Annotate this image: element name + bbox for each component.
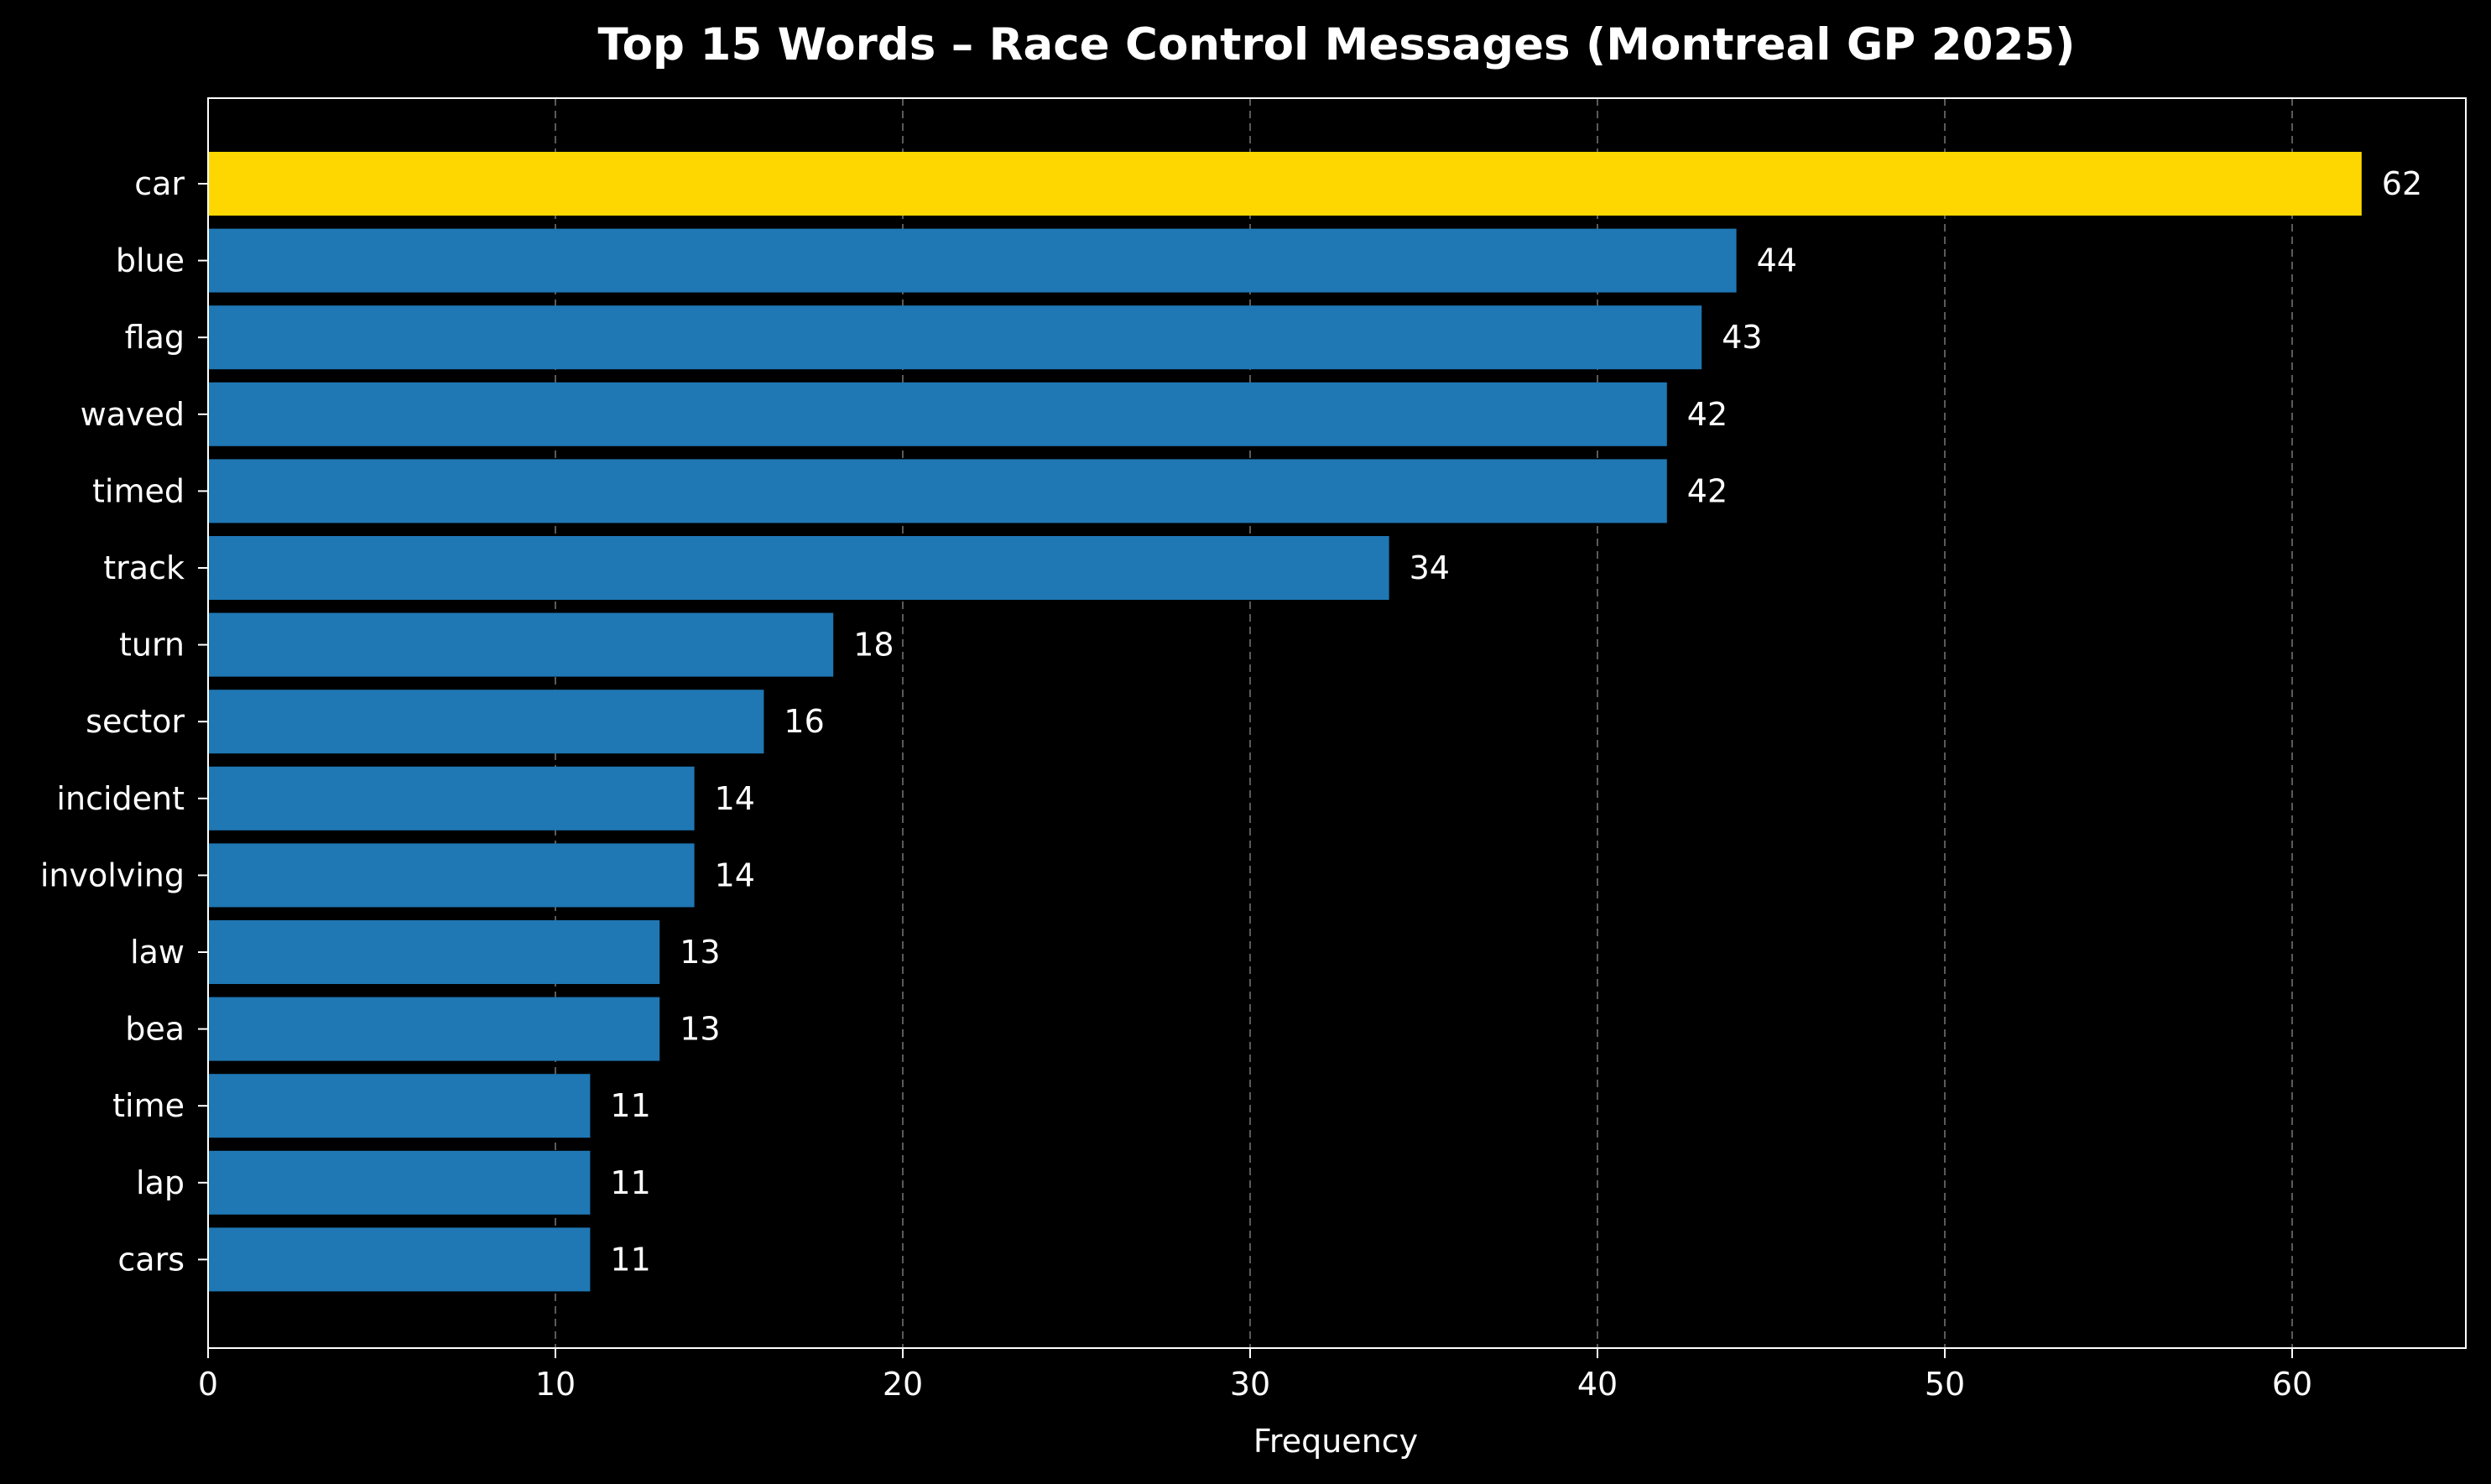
value-label-time: 11 [610,1087,650,1124]
y-tick-label-sector: sector [86,703,185,740]
bar-car [208,152,2362,216]
y-tick-label-incident: incident [56,780,185,817]
x-tick-label-20: 20 [883,1366,923,1403]
axes [207,97,2467,1349]
y-tick-label-waved: waved [81,396,185,433]
y-tick-label-blue: blue [116,242,185,279]
bar-waved [208,382,1667,446]
x-axis-ticks: 0 10 20 30 40 50 60 [198,1348,2312,1403]
value-label-track: 34 [1410,549,1450,586]
bar-cars [208,1227,591,1292]
y-tick-label-involving: involving [40,857,185,893]
y-tick-label-bea: bea [125,1011,185,1048]
value-label-lap: 11 [610,1164,650,1201]
y-tick-label-turn: turn [119,627,185,664]
bar-involving [208,843,695,908]
y-tick-label-time: time [112,1087,185,1124]
y-tick-label-law: law [130,934,185,971]
x-tick-label-50: 50 [1925,1366,1965,1403]
value-label-bea: 13 [680,1011,720,1048]
value-label-flag: 43 [1722,319,1762,356]
bar-sector [208,690,764,754]
value-label-turn: 18 [853,627,894,664]
bar-flag [208,305,1702,370]
y-tick-label-track: track [103,549,185,586]
value-label-involving: 14 [715,857,755,893]
bars [208,152,2362,1292]
x-tick-label-60: 60 [2272,1366,2312,1403]
x-axis-title: Frequency [1253,1423,1418,1460]
x-tick-label-10: 10 [535,1366,576,1403]
y-axis-ticks: car blue flag waved timed track turn sector inci… [40,165,208,1278]
bar-law [208,920,660,984]
bar-track [208,536,1389,600]
y-tick-label-cars: cars [117,1241,185,1278]
y-tick-label-timed: timed [92,472,185,509]
value-labels: 62 44 43 42 42 34 18 16 14 14 13 13 11 11 11 [610,165,2422,1278]
bar-timed [208,459,1667,523]
value-label-car: 62 [2382,165,2422,202]
bar-lap [208,1150,591,1215]
y-tick-label-car: car [134,165,185,202]
x-tick-label-0: 0 [198,1366,218,1403]
value-label-timed: 42 [1687,472,1728,509]
value-label-waved: 42 [1687,396,1728,433]
bar-incident [208,766,695,831]
bar-blue [208,228,1737,293]
y-tick-label-flag: flag [125,319,185,356]
value-label-blue: 44 [1757,242,1797,279]
x-tick-label-40: 40 [1577,1366,1618,1403]
bar-time [208,1074,591,1138]
chart-title: Top 15 Words – Race Control Messages (Mo… [598,19,2076,70]
value-label-law: 13 [680,934,720,971]
value-label-cars: 11 [610,1241,650,1278]
value-label-sector: 16 [784,703,824,740]
bar-bea [208,997,660,1061]
y-tick-label-lap: lap [136,1164,185,1201]
bar-turn [208,612,834,677]
x-tick-label-30: 30 [1230,1366,1270,1403]
plot-frame [207,97,2467,1349]
value-label-incident: 14 [715,780,755,817]
